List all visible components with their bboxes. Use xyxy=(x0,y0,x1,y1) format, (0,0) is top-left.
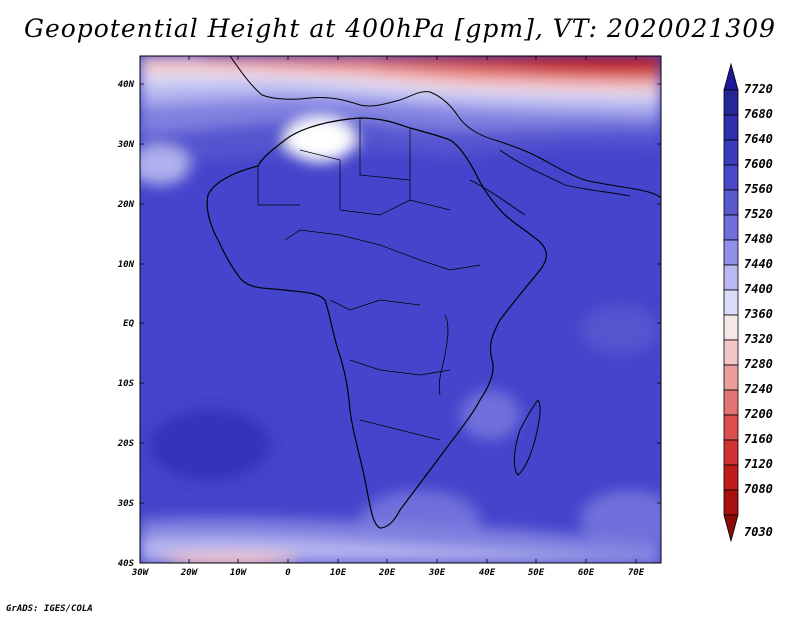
colorbar-label: 7400 xyxy=(744,282,773,296)
lat-label: 30S xyxy=(117,499,135,509)
colorbar-label: 7520 xyxy=(744,207,773,221)
lat-label: 30N xyxy=(117,140,135,150)
colorbar-box xyxy=(723,114,739,141)
colorbar-box xyxy=(723,364,739,391)
lat-labels: 40N 30N 20N 10N EQ 10S 20S 30S 40S xyxy=(117,80,135,569)
colorbar-label: 7680 xyxy=(744,107,773,121)
colorbar-label: 7160 xyxy=(744,432,773,446)
country-borders xyxy=(257,118,481,441)
colorbar-box xyxy=(723,289,739,316)
colorbar-box xyxy=(723,214,739,241)
colorbar-label: 7480 xyxy=(744,232,773,246)
tick-marks xyxy=(140,56,661,563)
low-sahara xyxy=(285,118,355,162)
colorbar-label: 7440 xyxy=(744,257,773,271)
colorbar-label: 7640 xyxy=(744,132,773,146)
lon-label: 20W xyxy=(180,568,199,578)
lon-label: 50E xyxy=(528,568,545,578)
lon-label: 30W xyxy=(131,568,150,578)
rift-lakes xyxy=(438,314,449,396)
colorbar-label: 7560 xyxy=(744,182,773,196)
arabia-coastline xyxy=(469,149,631,216)
lon-label: 10W xyxy=(230,568,248,578)
africa-coastline xyxy=(206,117,547,529)
lon-label: 30E xyxy=(428,568,446,578)
colorbar-label: 7600 xyxy=(744,157,773,171)
color-bar: 7720 7680 7640 7600 7560 7520 7480 7440 … xyxy=(723,62,773,543)
lon-label: 70E xyxy=(628,568,645,578)
lat-label: 10S xyxy=(118,379,135,389)
colorbar-label: 7280 xyxy=(744,357,773,371)
lon-label: 60E xyxy=(578,568,595,578)
patch-indian-ocean xyxy=(580,305,660,355)
band-7080 xyxy=(380,56,661,73)
lat-label: 10N xyxy=(118,260,135,270)
colorbar-box xyxy=(723,439,739,466)
colorbar-label: 7240 xyxy=(744,382,773,396)
colorbar-box xyxy=(723,164,739,191)
lon-label: 20E xyxy=(378,568,396,578)
colorbar-box xyxy=(723,189,739,216)
colorbar-label: 7120 xyxy=(744,457,773,471)
colorbar-box xyxy=(723,314,739,341)
lon-label: 10E xyxy=(330,568,347,578)
colorbar-label: 7320 xyxy=(744,332,773,346)
colorbar-box xyxy=(723,339,739,366)
colorbar-label: 7030 xyxy=(744,525,773,539)
map-frame xyxy=(139,55,662,564)
madagascar-coastline xyxy=(513,399,541,476)
color-bar-boxes xyxy=(723,62,739,543)
colorbar-label: 7080 xyxy=(744,482,773,496)
height-field xyxy=(140,56,661,563)
colorbar-label: 7360 xyxy=(744,307,773,321)
colorbar-box xyxy=(723,464,739,491)
map-title: Geopotential Height at 400hPa [gpm], VT:… xyxy=(23,14,777,43)
colorbar-box xyxy=(723,139,739,166)
lon-label: 0 xyxy=(285,568,291,578)
colorbar-top-arrow xyxy=(723,62,739,91)
patch-south-indian xyxy=(580,490,661,550)
high-south-atlantic xyxy=(150,410,270,480)
colorbar-label: 7200 xyxy=(744,407,773,421)
low-atlantic xyxy=(140,145,190,185)
north-coastline xyxy=(229,56,661,199)
color-bar-labels: 7720 7680 7640 7600 7560 7520 7480 7440 … xyxy=(744,82,773,539)
lat-label: 40N xyxy=(118,80,135,90)
lon-labels: 30W 20W 10W 0 10E 20E 30E 40E 50E 60E 70… xyxy=(131,568,645,578)
colorbar-box xyxy=(723,489,739,516)
lon-label: 40E xyxy=(479,568,496,578)
colorbar-box xyxy=(723,414,739,441)
band-south-pink xyxy=(160,552,300,563)
lat-label: 40S xyxy=(118,559,135,569)
lat-label: 20S xyxy=(117,439,135,449)
colorbar-bottom-arrow xyxy=(723,514,739,543)
colorbar-label: 7720 xyxy=(744,82,773,96)
low-mozambique xyxy=(460,390,520,440)
colorbar-box xyxy=(723,389,739,416)
lat-label: 20N xyxy=(117,200,135,210)
lat-label: EQ xyxy=(123,319,134,329)
colorbar-box xyxy=(723,89,739,116)
colorbar-box xyxy=(723,264,739,291)
colorbar-box xyxy=(723,239,739,266)
grads-credit: GrADS: IGES/COLA xyxy=(6,604,93,614)
